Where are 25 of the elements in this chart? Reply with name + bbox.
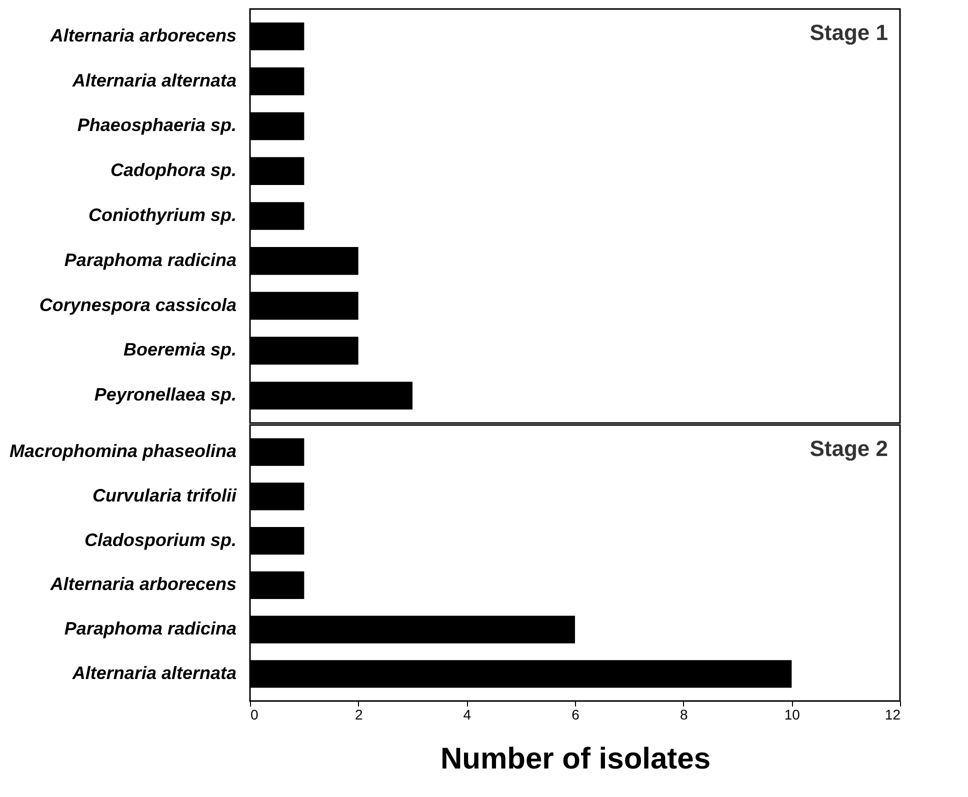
y-tick-label: Paraphoma radicina: [64, 618, 236, 639]
y-tick-label: Cadophora sp.: [110, 160, 236, 180]
x-axis-title: Number of isolates: [440, 742, 711, 776]
x-tick-label: 6: [572, 706, 580, 722]
y-tick-label: Coniothyrium sp.: [88, 205, 236, 225]
y-tick-label: Paraphoma radicina: [64, 250, 236, 270]
x-tick-label: 2: [354, 706, 363, 722]
y-tick-label: Curvularia trifolii: [92, 485, 238, 506]
y-tick-label: Macrophomina phaseolina: [9, 441, 236, 462]
x-tick-label: 8: [680, 706, 688, 722]
x-tick-label: 12: [884, 706, 901, 722]
y-tick-label: Alternaria arborecens: [49, 25, 236, 46]
y-tick-label: Peyronellaea sp.: [94, 384, 236, 405]
annotation: Stage 1: [810, 20, 888, 45]
y-tick-label: Corynespora cassicola: [39, 294, 236, 315]
x-tick-label: 0: [250, 706, 258, 722]
y-tick-label: Alternaria alternata: [71, 662, 236, 683]
y-tick-label: Boeremia sp.: [123, 340, 236, 360]
y-tick-label: Alternaria arborecens: [49, 574, 236, 594]
y-tick-label: Alternaria alternata: [71, 70, 236, 90]
y-tick-label: Cladosporium sp.: [84, 530, 236, 550]
x-tick-label: 4: [463, 706, 472, 722]
x-tick-label: 10: [784, 706, 800, 722]
annotation: Stage 2: [810, 436, 888, 461]
y-tick-label: Phaeosphaeria sp.: [77, 115, 236, 136]
